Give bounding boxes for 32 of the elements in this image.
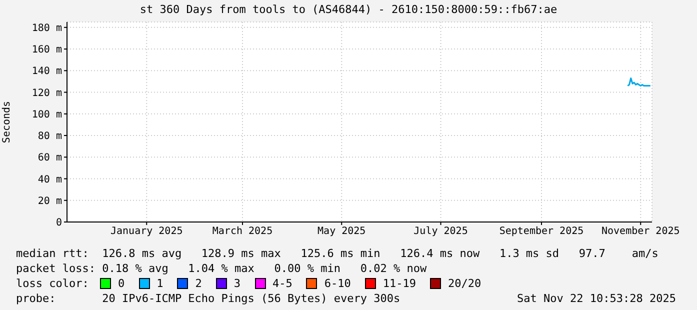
text: 0 bbox=[117, 276, 125, 291]
text: 2 bbox=[194, 276, 202, 291]
text: loss color: bbox=[16, 276, 90, 291]
chart-title: st 360 Days from tools to (AS46844) - 2610:150:8000:59::fb67:ae bbox=[138, 2, 558, 17]
y-tick-label: 180 m bbox=[32, 22, 62, 34]
text: median rtt: 126.8 ms avg 128.9 ms max 125.6 ms min 126.4 ms now 1.3 ms sd 97.7 am/s bbox=[16, 246, 660, 261]
y-tick-label: 0 bbox=[56, 218, 62, 229]
y-tick-label: 160 m bbox=[32, 44, 62, 56]
text: Sat Nov 22 10:53:28 2025 bbox=[517, 291, 676, 306]
x-tick-label: July 2025 bbox=[414, 226, 468, 238]
y-tick-label: 40 m bbox=[38, 174, 62, 186]
text: 1 bbox=[156, 276, 164, 291]
x-tick-label: January 2025 bbox=[110, 226, 183, 238]
y-tick-label: 100 m bbox=[32, 109, 62, 120]
text: 3 bbox=[232, 276, 240, 291]
text: probe: 20 IPv6-ICMP Echo Pings (56 Bytes) every 300s bbox=[16, 291, 400, 306]
x-tick-label: March 2025 bbox=[212, 226, 273, 238]
y-tick-label: 140 m bbox=[32, 66, 62, 78]
line-series bbox=[626, 77, 652, 87]
y-tick-label: 20 m bbox=[38, 196, 62, 207]
y-tick-label: 120 m bbox=[32, 88, 62, 99]
text: 20/20 bbox=[447, 276, 482, 291]
y-tick-label: 80 m bbox=[38, 131, 62, 142]
y-tick-label: 60 m bbox=[38, 152, 62, 164]
text: packet loss: 0.18 % avg 1.04 % max 0.00 % min 0.02 % now bbox=[16, 261, 428, 276]
x-tick-label: September 2025 bbox=[499, 226, 584, 238]
text: 11-19 bbox=[382, 276, 416, 291]
y-axis-title: Seconds bbox=[2, 100, 13, 144]
text: 6-10 bbox=[323, 276, 351, 291]
x-tick-label: November 2025 bbox=[601, 226, 680, 238]
text: 4-5 bbox=[272, 276, 292, 291]
x-tick-label: May 2025 bbox=[318, 226, 366, 238]
